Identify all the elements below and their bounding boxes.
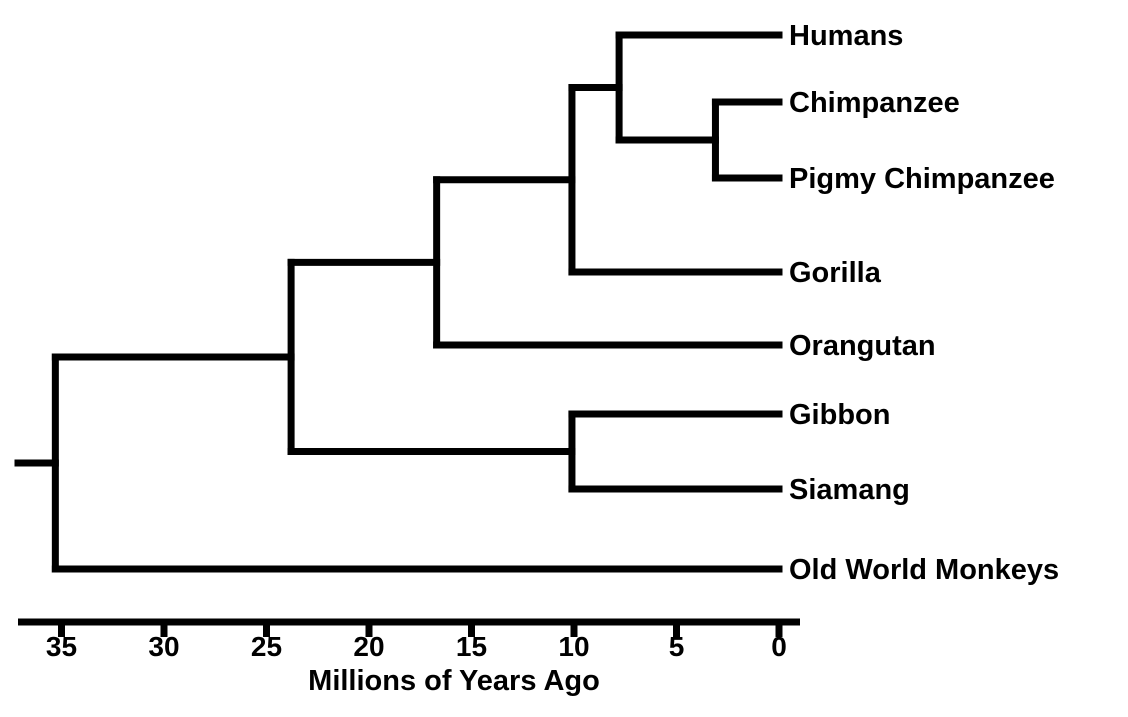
taxon-label-gorilla: Gorilla — [789, 257, 882, 289]
taxon-label-siamang: Siamang — [789, 474, 910, 506]
tree-branches — [14, 31, 783, 573]
tick-label-10: 10 — [558, 631, 589, 662]
taxon-label-orangutan: Orangutan — [789, 330, 936, 362]
taxon-label-pigmy-chimpanzee: Pigmy Chimpanzee — [789, 163, 1055, 195]
tick-label-0: 0 — [771, 631, 787, 662]
axis-title: Millions of Years Ago — [308, 665, 600, 697]
tick-label-15: 15 — [456, 631, 487, 662]
tick-label-35: 35 — [46, 631, 77, 662]
taxon-labels: Humans Chimpanzee Pigmy Chimpanzee Gorilla O… — [789, 20, 1059, 586]
time-axis: 35 30 25 20 15 10 5 0 Millions of Years Ago — [18, 618, 800, 697]
taxon-label-chimpanzee: Chimpanzee — [789, 87, 960, 119]
tick-label-30: 30 — [148, 631, 179, 662]
axis-ticks: 35 30 25 20 15 10 5 0 — [46, 622, 787, 662]
tick-label-20: 20 — [353, 631, 384, 662]
tick-label-5: 5 — [669, 631, 685, 662]
taxon-label-gibbon: Gibbon — [789, 399, 890, 431]
taxon-label-old-world-monkeys: Old World Monkeys — [789, 554, 1059, 586]
taxon-label-humans: Humans — [789, 20, 903, 52]
tick-label-25: 25 — [251, 631, 282, 662]
